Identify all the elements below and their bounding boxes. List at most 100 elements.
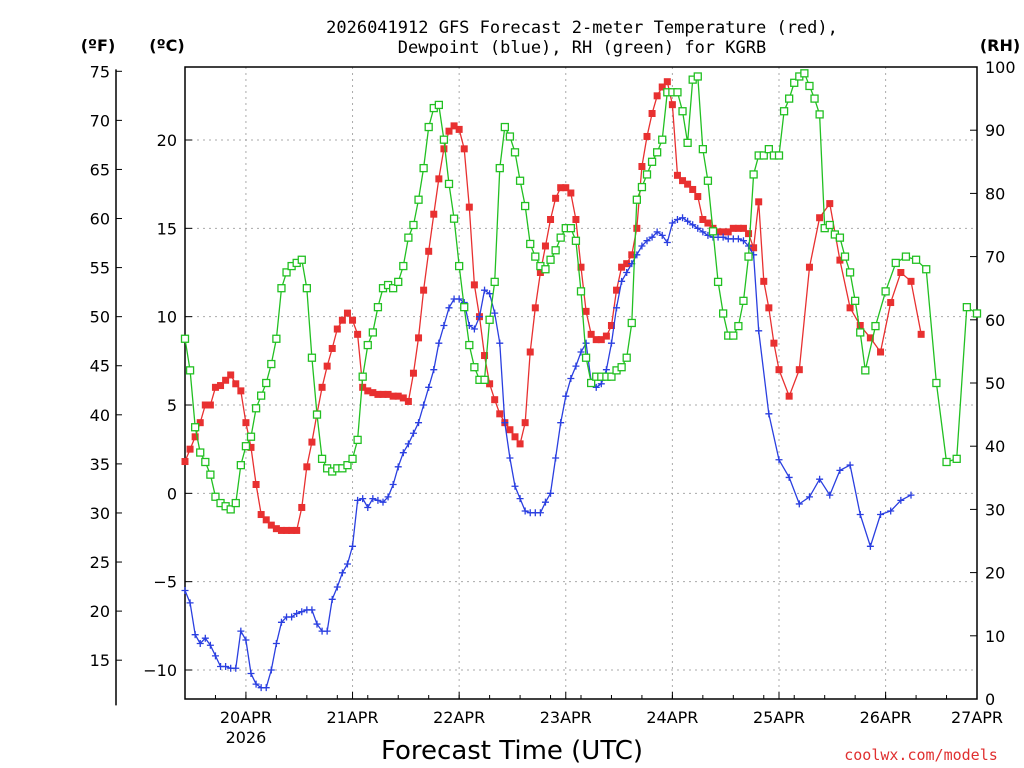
rh-point: [515, 176, 525, 185]
rh-point: [317, 454, 327, 463]
dewpoint-point: [313, 620, 321, 628]
dewpoint-point: [430, 366, 438, 374]
temperature-point: [516, 440, 524, 448]
rh-point: [581, 353, 591, 362]
rh-point: [206, 470, 215, 479]
series-dewpoint: [181, 214, 915, 692]
dewpoint-point: [877, 511, 885, 519]
dewpoint-point: [206, 641, 214, 649]
rh-point: [180, 334, 190, 343]
dewpoint-point: [404, 440, 412, 448]
temperature-point: [805, 263, 813, 271]
rh-point: [551, 246, 560, 255]
dewpoint-point: [623, 269, 631, 276]
fahrenheit-tick-label: 70: [90, 111, 110, 130]
temperature-point: [186, 445, 194, 453]
celsius-tick-label: 20: [157, 131, 177, 150]
rh-tick-label: 100: [985, 58, 1016, 77]
dewpoint-point: [343, 560, 351, 568]
dewpoint-point: [826, 491, 834, 499]
rh-point: [729, 331, 738, 340]
rh-tick-label: 10: [985, 627, 1005, 646]
dewpoint-point: [618, 277, 626, 285]
rh-point: [196, 448, 205, 457]
fahrenheit-tick-label: 45: [90, 357, 110, 376]
temperature-point: [760, 277, 768, 285]
dewpoint-point: [328, 595, 336, 603]
rh-point: [185, 366, 195, 375]
fahrenheit-tick-label: 50: [90, 308, 110, 327]
temperature-point: [592, 336, 600, 344]
fahrenheit-tick-label: 40: [90, 406, 110, 425]
rh-tick-label: 80: [985, 184, 1005, 203]
rh-point: [835, 233, 845, 242]
x-tick-label: 20APR: [220, 708, 272, 727]
rh-point: [851, 296, 860, 305]
temperature-point: [318, 383, 326, 391]
dewpoint-point: [379, 498, 387, 506]
dewpoint-point: [516, 495, 524, 503]
temperature-point: [455, 125, 463, 133]
dewpoint-point: [394, 463, 402, 471]
rh-point: [510, 148, 520, 157]
temperature-point: [770, 339, 778, 347]
dewpoint-point: [354, 496, 362, 504]
rh-point: [521, 201, 530, 211]
rh-point: [698, 145, 707, 154]
celsius-tick-label: −5: [153, 573, 177, 592]
temperature-point: [404, 397, 412, 405]
dewpoint-point: [369, 495, 377, 503]
temperature-point: [836, 256, 844, 264]
rh-point: [922, 265, 931, 274]
rh-point: [191, 423, 200, 432]
temperature-point: [613, 286, 621, 294]
rh-point: [861, 366, 870, 375]
rh-point: [302, 284, 311, 293]
rh-point: [571, 236, 581, 245]
dewpoint-point: [272, 640, 280, 647]
temperature-point: [293, 526, 301, 534]
temperature-point: [420, 286, 428, 294]
rh-tick-label: 40: [985, 437, 1005, 456]
rh-point: [449, 214, 459, 223]
rh-point: [500, 122, 509, 132]
temperature-point: [734, 224, 742, 232]
dewpoint-point: [638, 242, 646, 250]
dewpoint-point: [734, 235, 742, 243]
dewpoint-point: [887, 507, 895, 515]
rh-point: [348, 454, 357, 463]
dewpoint-point: [765, 410, 773, 418]
temperature-point: [694, 193, 702, 201]
rh-point: [637, 182, 647, 192]
temperature-point: [541, 242, 549, 250]
dewpoint-point: [866, 542, 874, 550]
temperature-point: [587, 330, 595, 338]
dewpoint-point: [232, 664, 240, 672]
rh-point: [673, 88, 682, 97]
temperature-point: [795, 366, 803, 374]
chart-title-line2: Dewpoint (blue), RH (green) for KGRB: [398, 38, 766, 58]
temperature-point: [521, 419, 529, 427]
temperature-point: [745, 230, 753, 238]
dewpoint-point: [856, 511, 864, 519]
temperature-point: [785, 392, 793, 400]
dewpoint-point: [323, 627, 331, 635]
dewpoint-point: [501, 419, 509, 427]
temperature-point: [577, 263, 585, 271]
temperature-point: [638, 163, 646, 170]
temperature-point: [536, 269, 544, 276]
temperature-point: [887, 299, 895, 307]
rh-point: [541, 265, 550, 274]
rh-point: [962, 303, 971, 312]
temperature-point: [465, 203, 473, 211]
temperature-point: [257, 511, 265, 519]
series-rh: [180, 69, 982, 514]
temperature-point: [374, 390, 382, 398]
temperature-point: [389, 392, 397, 400]
dewpoint-point: [440, 322, 448, 329]
temperature-point: [755, 198, 763, 206]
rh-tick-label: 20: [985, 564, 1005, 583]
temperature-point: [506, 426, 514, 434]
rh-point: [779, 107, 789, 116]
rh-point: [845, 268, 855, 277]
